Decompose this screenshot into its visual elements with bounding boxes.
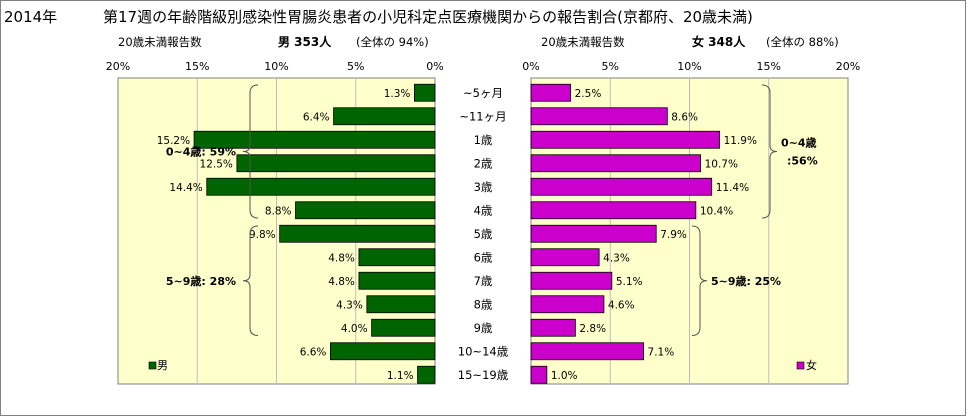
male-bar [206, 177, 436, 196]
male-bar [329, 342, 436, 361]
male-group-bracket [242, 84, 259, 219]
male-x-tick-label: 10% [264, 60, 288, 73]
female-share: (全体の 88%) [766, 35, 839, 49]
male-group-label: 0~4歳: 59% [166, 145, 236, 159]
female-x-tick-label: 20% [836, 60, 860, 73]
female-bar [530, 271, 613, 290]
chart-year: 2014年 [4, 8, 57, 26]
male-legend-label: 男 [157, 359, 168, 372]
female-bar [530, 107, 668, 126]
age-category-label: 6歳 [474, 250, 493, 264]
female-value-label: 8.6% [671, 111, 698, 123]
age-category-label: ~5ヶ月 [463, 86, 503, 100]
male-bar [193, 130, 436, 149]
female-bar [530, 130, 721, 149]
male-bar [417, 365, 436, 384]
age-category-label: 15~19歳 [458, 368, 509, 382]
female-group-bracket [691, 225, 708, 336]
male-value-label: 1.3% [384, 88, 411, 100]
male-x-tick-label: 5% [347, 60, 364, 73]
age-category-label: 1歳 [474, 133, 493, 147]
female-bar [530, 248, 600, 267]
female-value-label: 10.4% [700, 205, 733, 217]
male-bar [333, 107, 436, 126]
male-value-label: 8.8% [265, 205, 292, 217]
female-value-label: 11.4% [716, 182, 749, 194]
female-x-tick-label: 10% [677, 60, 701, 73]
female-bar [530, 154, 701, 173]
female-bar [530, 365, 548, 384]
male-header: 男 353人 [278, 34, 332, 49]
female-value-label: 4.3% [603, 252, 630, 264]
male-value-label: 6.4% [303, 111, 330, 123]
male-value-label: 4.8% [328, 276, 355, 288]
age-category-label: 9歳 [474, 321, 493, 335]
male-bar [371, 318, 436, 337]
age-category-label: 2歳 [474, 156, 493, 170]
male-bar [295, 201, 436, 220]
male-share: (全体の 94%) [356, 35, 429, 49]
female-x-tick-label: 5% [602, 60, 619, 73]
female-bar [530, 318, 576, 337]
female-value-label: 2.5% [575, 88, 602, 100]
female-value-label: 7.9% [660, 229, 687, 241]
female-value-label: 1.0% [551, 370, 578, 382]
female-group-label: 0~4歳 [781, 136, 817, 150]
male-group-label: 5~9歳: 28% [166, 274, 236, 288]
age-category-label: 4歳 [474, 203, 493, 217]
female-value-label: 7.1% [648, 346, 675, 358]
female-group-label-percent: :56% [787, 155, 818, 168]
male-value-label: 12.5% [200, 158, 233, 170]
male-value-label: 15.2% [157, 135, 190, 147]
female-bar [530, 83, 572, 102]
female-header: 女 348人 [692, 34, 746, 49]
male-bar [358, 271, 436, 290]
female-x-tick-label: 0% [522, 60, 539, 73]
male-value-label: 14.4% [169, 182, 202, 194]
female-group-bracket [761, 84, 778, 219]
male-value-label: 6.6% [300, 346, 327, 358]
female-value-label: 11.9% [724, 135, 757, 147]
male-value-label: 9.8% [249, 229, 276, 241]
male-value-label: 4.8% [328, 252, 355, 264]
male-legend-swatch [148, 361, 157, 370]
male-value-label: 1.1% [387, 370, 414, 382]
male-bar [236, 154, 436, 173]
female-value-label: 4.6% [608, 299, 635, 311]
female-bar [530, 342, 644, 361]
female-x-tick-label: 15% [757, 60, 781, 73]
male-value-label: 4.3% [336, 299, 363, 311]
age-category-label: 7歳 [474, 274, 493, 288]
male-axis-label: 20歳未満報告数 [118, 35, 202, 49]
male-bar [358, 248, 436, 267]
male-bar [366, 295, 436, 314]
female-group-label: 5~9歳: 25% [711, 274, 781, 288]
female-legend-swatch [796, 361, 805, 370]
age-category-label: 8歳 [474, 297, 493, 311]
male-x-tick-label: 0% [426, 60, 443, 73]
female-bar [530, 177, 713, 196]
male-bar [413, 83, 436, 102]
age-category-label: 5歳 [474, 227, 493, 241]
male-bar [279, 224, 436, 243]
chart-title: 第17週の年齢階級別感染性胃腸炎患者の小児科定点医療機関からの報告割合(京都府、… [103, 8, 753, 26]
female-bar [530, 201, 697, 220]
age-category-label: 10~14歳 [458, 344, 509, 358]
female-value-label: 10.7% [705, 158, 738, 170]
male-group-bracket [242, 225, 259, 336]
male-x-tick-label: 15% [185, 60, 209, 73]
female-axis-label: 20歳未満報告数 [541, 35, 625, 49]
female-value-label: 2.8% [579, 323, 606, 335]
male-x-tick-label: 20% [106, 60, 130, 73]
female-bar [530, 224, 657, 243]
age-category-label: ~11ヶ月 [459, 109, 506, 123]
female-bar [530, 295, 605, 314]
female-legend-label: 女 [806, 358, 817, 372]
male-value-label: 4.0% [341, 323, 368, 335]
female-value-label: 5.1% [616, 276, 643, 288]
age-category-label: 3歳 [474, 180, 493, 194]
